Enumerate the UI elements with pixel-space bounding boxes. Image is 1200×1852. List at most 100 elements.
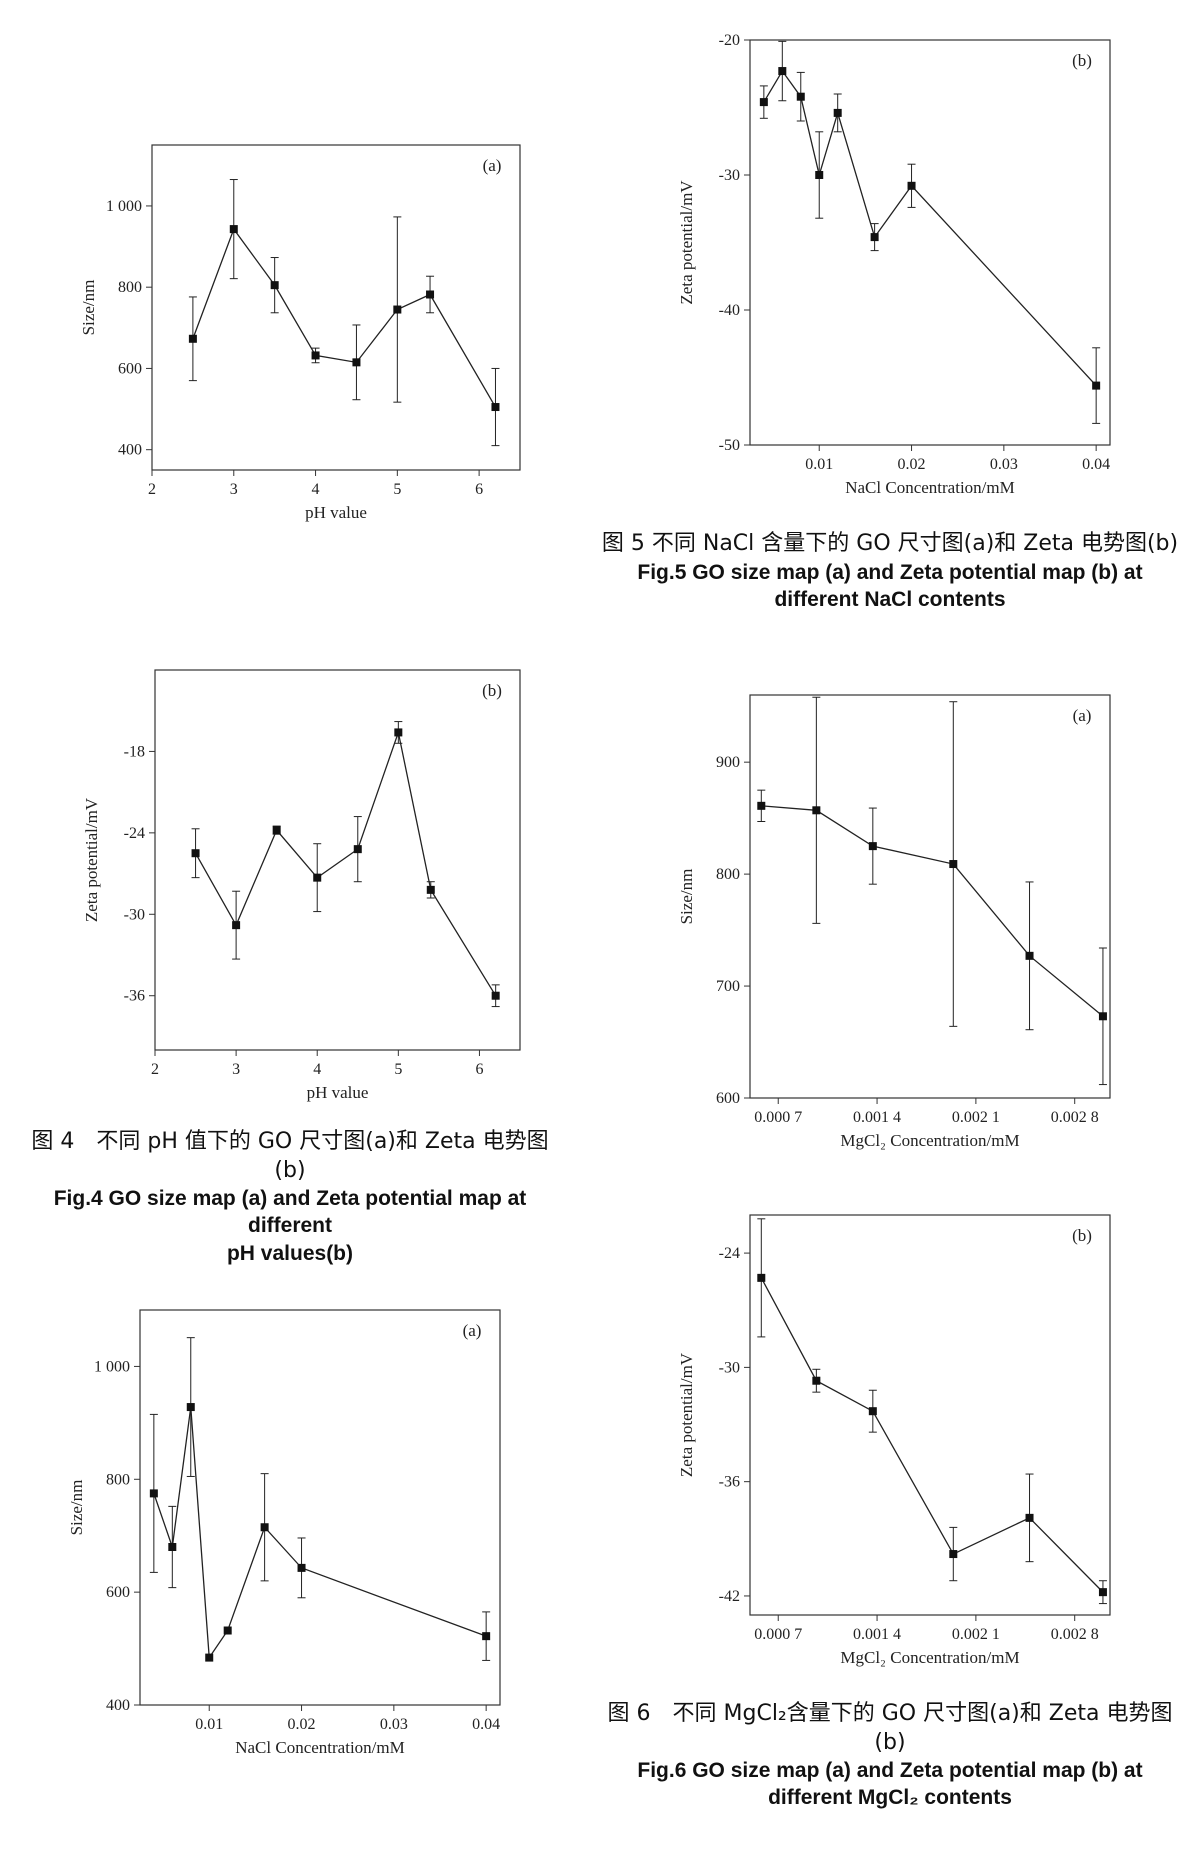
data-point <box>426 885 435 894</box>
series-line <box>192 227 497 408</box>
panel-label: (a) <box>483 156 502 175</box>
x-tick-label: 3 <box>230 481 238 498</box>
data-point <box>352 358 361 367</box>
series-line <box>194 729 497 997</box>
data-point <box>394 728 403 737</box>
x-tick-label: 0.04 <box>1082 456 1110 473</box>
data-point <box>168 1543 177 1551</box>
y-tick-label: 600 <box>118 360 142 377</box>
data-point <box>482 1632 491 1641</box>
fig5-caption-en-line1: Fig.5 GO size map (a) and Zeta potential… <box>637 560 1143 584</box>
panel-label: (b) <box>482 681 502 700</box>
y-axis-label: Size/nm <box>67 1480 86 1536</box>
fig4-caption: 图 4 不同 pH 值下的 GO 尺寸图(a)和 Zeta 电势图(b) Fig… <box>20 1128 560 1267</box>
fig5-caption-en-line2: different NaCl contents <box>774 587 1006 611</box>
fig4-caption-zh: 图 4 不同 pH 值下的 GO 尺寸图(a)和 Zeta 电势图(b) <box>31 1129 549 1183</box>
data-point <box>833 108 842 117</box>
data-point <box>796 92 805 101</box>
x-tick-label: 0.01 <box>195 1716 223 1733</box>
y-axis-label: Size/nm <box>677 869 696 925</box>
y-tick-label: 1 000 <box>106 198 142 215</box>
data-point <box>1092 381 1101 390</box>
data-point <box>393 305 402 314</box>
y-tick-label: -18 <box>124 743 145 760</box>
x-tick-label: 0.002 1 <box>952 1109 1000 1126</box>
y-axis-label: Zeta potential/mV <box>677 180 696 305</box>
data-point <box>757 801 766 810</box>
data-point <box>311 351 320 360</box>
data-point <box>949 860 958 869</box>
fig4-caption-en-line2: pH values(b) <box>226 1241 354 1265</box>
y-tick-label: -24 <box>719 1245 740 1262</box>
y-tick-label: -30 <box>719 167 740 184</box>
fig6-caption-zh: 图 6 不同 MgCl₂含量下的 GO 尺寸图(a)和 Zeta 电势图(b) <box>607 1701 1173 1755</box>
x-tick-label: 4 <box>313 1061 321 1078</box>
data-point <box>223 1626 232 1635</box>
y-tick-label: -30 <box>124 906 145 923</box>
data-point <box>313 873 322 882</box>
y-tick-label: 800 <box>716 866 740 883</box>
fig6-caption-en-line2: different MgCl₂ contents <box>768 1786 1012 1810</box>
chart-svg: 2 3 4 5 6 400 600 800 1 000 pH value Size/nm (a) <box>79 144 521 522</box>
y-tick-label: 400 <box>106 1697 130 1714</box>
y-tick-label: -36 <box>719 1474 740 1491</box>
x-axis-label: pH value <box>305 503 367 522</box>
data-point <box>229 225 238 234</box>
x-axis-label: pH value <box>307 1083 369 1102</box>
fig4-caption-en-line1: Fig.4 GO size map (a) and Zeta potential… <box>53 1187 527 1238</box>
y-tick-label: 800 <box>106 1471 130 1488</box>
data-point <box>260 1523 269 1532</box>
chart-fig5b: 0.01 0.02 0.03 0.04 -50 -40 -30 -20 NaCl Concent… <box>640 20 1120 515</box>
plot-frame <box>749 39 1111 446</box>
data-point <box>297 1563 306 1572</box>
data-point <box>1025 1513 1034 1522</box>
x-tick-label: 0.002 8 <box>1051 1626 1099 1643</box>
data-point <box>149 1489 158 1498</box>
data-point <box>1025 951 1034 960</box>
y-tick-label: -42 <box>719 1588 740 1605</box>
chart-svg: 0.01 0.02 0.03 0.04 -50 -40 -30 -20 NaCl Concent… <box>677 32 1111 497</box>
y-tick-label: -20 <box>719 32 740 49</box>
y-tick-label: 600 <box>106 1584 130 1601</box>
plot-frame <box>749 1214 1111 1616</box>
y-axis-label: Zeta potential/mV <box>677 1352 696 1477</box>
y-tick-label: 600 <box>716 1090 740 1107</box>
data-point <box>188 334 197 343</box>
data-point <box>868 842 877 851</box>
x-tick-label: 2 <box>148 481 156 498</box>
y-tick-label: 1 000 <box>94 1358 130 1375</box>
x-tick-label: 0.002 8 <box>1051 1109 1099 1126</box>
series-line <box>761 805 1104 1017</box>
data-point <box>1098 1012 1107 1021</box>
chart-fig5a: 0.01 0.02 0.03 0.04 400 600 800 1 000 NaCl Conce… <box>40 1295 510 1775</box>
data-point <box>186 1403 195 1412</box>
data-point <box>868 1407 877 1416</box>
chart-fig6a: 0.000 7 0.001 4 0.002 1 0.002 8 600 700 800 900… <box>640 680 1120 1160</box>
x-tick-label: 0.02 <box>288 1716 316 1733</box>
data-point <box>778 67 787 76</box>
x-tick-label: 2 <box>151 1061 159 1078</box>
plot-frame <box>749 694 1111 1099</box>
x-tick-label: 4 <box>312 481 320 498</box>
y-tick-label: 700 <box>716 978 740 995</box>
x-tick-label: 5 <box>394 1061 402 1078</box>
x-tick-label: 0.000 7 <box>754 1626 802 1643</box>
plot-frame <box>139 1309 501 1706</box>
x-axis-label: NaCl Concentration/mM <box>845 478 1015 497</box>
y-tick-label: -30 <box>719 1359 740 1376</box>
plot-frame <box>151 144 521 471</box>
x-tick-label: 5 <box>393 481 401 498</box>
data-point <box>232 921 241 930</box>
data-point <box>270 281 279 290</box>
data-point <box>759 98 768 107</box>
data-point <box>353 845 362 854</box>
chart-fig4b: 2 3 4 5 6 -36 -30 -24 -18 pH value Zeta potential/… <box>40 655 521 1105</box>
chart-fig6b: 0.000 7 0.001 4 0.002 1 0.002 8 -42 -36 -30 -24… <box>640 1200 1120 1680</box>
y-axis-label: Size/nm <box>79 280 98 336</box>
x-tick-label: 0.04 <box>472 1716 500 1733</box>
x-axis-label: MgCl₂ Concentration/mM <box>840 1648 1019 1667</box>
y-tick-label: 800 <box>118 279 142 296</box>
data-point <box>812 806 821 815</box>
data-point <box>907 181 916 190</box>
data-point <box>815 171 824 179</box>
